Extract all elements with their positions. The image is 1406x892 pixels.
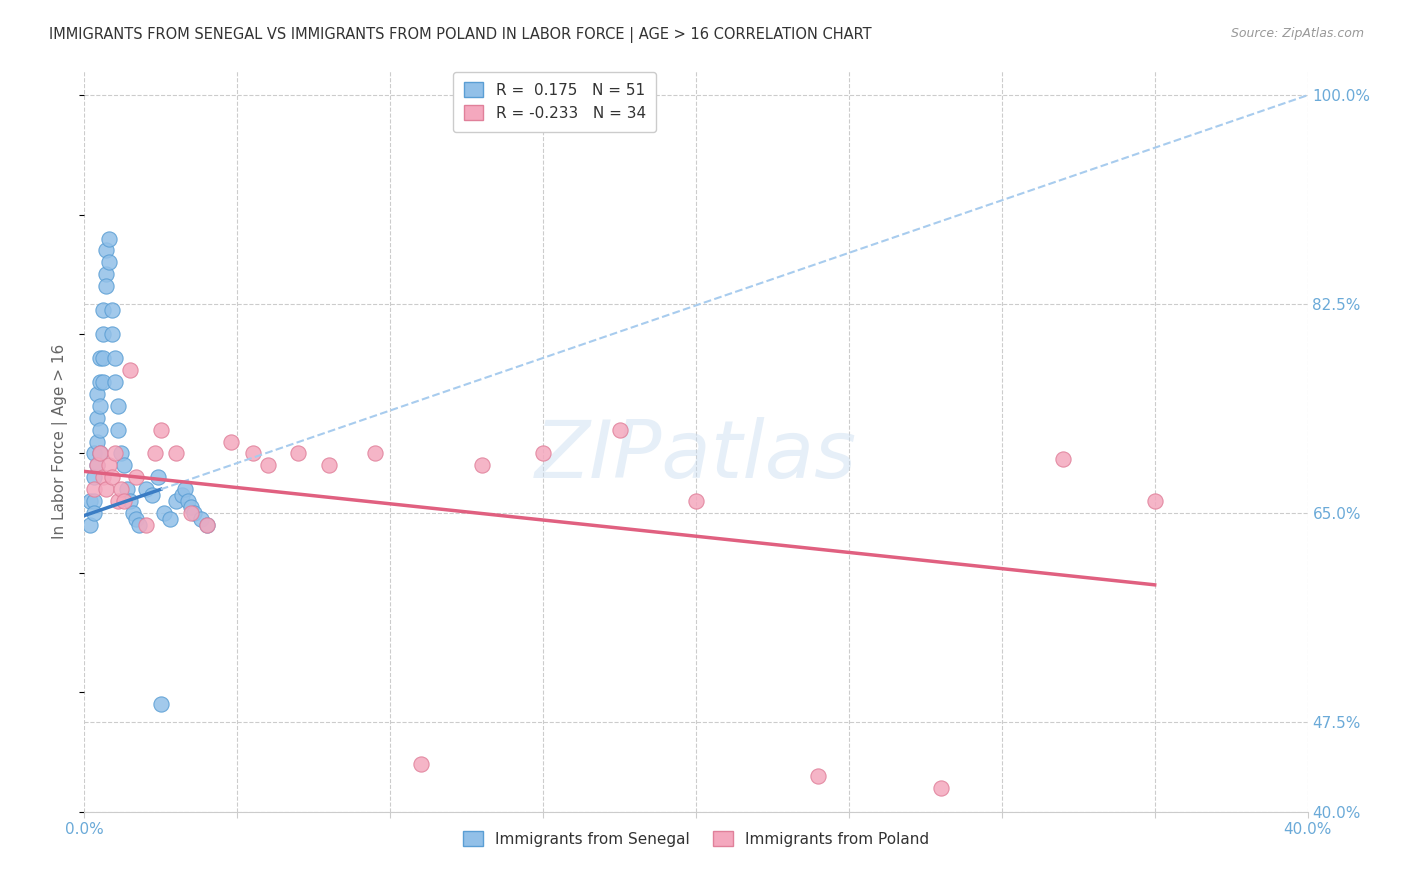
Point <box>172 488 194 502</box>
Point <box>112 494 135 508</box>
Point <box>83 506 105 520</box>
Point <box>110 483 132 497</box>
Point <box>929 780 952 795</box>
Point <box>190 512 212 526</box>
Point <box>125 470 148 484</box>
Point <box>149 423 172 437</box>
Point <box>177 494 200 508</box>
Point <box>122 506 145 520</box>
Point <box>86 410 108 425</box>
Point <box>104 375 127 389</box>
Point <box>91 351 114 365</box>
Point <box>104 351 127 365</box>
Point <box>91 470 114 484</box>
Point <box>165 446 187 460</box>
Point <box>143 446 166 460</box>
Point <box>364 446 387 460</box>
Point <box>83 483 105 497</box>
Point <box>89 446 111 460</box>
Point <box>97 255 120 269</box>
Point <box>1143 494 1166 508</box>
Point <box>471 458 494 473</box>
Point <box>135 483 157 497</box>
Point <box>409 756 432 771</box>
Point <box>79 494 101 508</box>
Point <box>86 458 108 473</box>
Point <box>257 458 280 473</box>
Text: Source: ZipAtlas.com: Source: ZipAtlas.com <box>1230 27 1364 40</box>
Point <box>318 458 340 473</box>
Point <box>609 423 631 437</box>
Point <box>107 399 129 413</box>
Point <box>1052 452 1074 467</box>
Text: ZIPatlas: ZIPatlas <box>534 417 858 495</box>
Point <box>531 446 554 460</box>
Point <box>101 327 124 342</box>
Point <box>180 506 202 520</box>
Point <box>91 303 114 318</box>
Point <box>97 458 120 473</box>
Point <box>86 386 108 401</box>
Point <box>120 363 142 377</box>
Point <box>107 494 129 508</box>
Point <box>146 470 169 484</box>
Point <box>104 446 127 460</box>
Point <box>183 506 205 520</box>
Point <box>79 518 101 533</box>
Point <box>128 518 150 533</box>
Point <box>89 399 111 413</box>
Point <box>89 446 111 460</box>
Point <box>86 434 108 449</box>
Point <box>219 434 242 449</box>
Point <box>94 279 117 293</box>
Point <box>107 423 129 437</box>
Point <box>125 512 148 526</box>
Point <box>807 769 830 783</box>
Point <box>91 375 114 389</box>
Y-axis label: In Labor Force | Age > 16: In Labor Force | Age > 16 <box>52 344 69 539</box>
Point <box>97 231 120 245</box>
Point <box>83 446 105 460</box>
Point <box>86 458 108 473</box>
Point <box>120 494 142 508</box>
Text: IMMIGRANTS FROM SENEGAL VS IMMIGRANTS FROM POLAND IN LABOR FORCE | AGE > 16 CORR: IMMIGRANTS FROM SENEGAL VS IMMIGRANTS FR… <box>49 27 872 43</box>
Point <box>110 446 132 460</box>
Point <box>195 518 218 533</box>
Point <box>83 470 105 484</box>
Point <box>94 268 117 282</box>
Point <box>115 483 138 497</box>
Point <box>89 351 111 365</box>
Point <box>101 470 124 484</box>
Point <box>89 423 111 437</box>
Point <box>153 506 176 520</box>
Point <box>94 483 117 497</box>
Point <box>141 488 163 502</box>
Point <box>159 512 181 526</box>
Point <box>83 494 105 508</box>
Point <box>174 483 197 497</box>
Legend: Immigrants from Senegal, Immigrants from Poland: Immigrants from Senegal, Immigrants from… <box>454 822 938 856</box>
Point <box>685 494 707 508</box>
Point <box>149 698 172 712</box>
Point <box>287 446 309 460</box>
Point <box>165 494 187 508</box>
Point <box>91 327 114 342</box>
Point <box>89 375 111 389</box>
Point <box>101 303 124 318</box>
Point <box>242 446 264 460</box>
Point <box>94 244 117 258</box>
Point <box>135 518 157 533</box>
Point <box>112 458 135 473</box>
Point <box>180 500 202 515</box>
Point <box>195 518 218 533</box>
